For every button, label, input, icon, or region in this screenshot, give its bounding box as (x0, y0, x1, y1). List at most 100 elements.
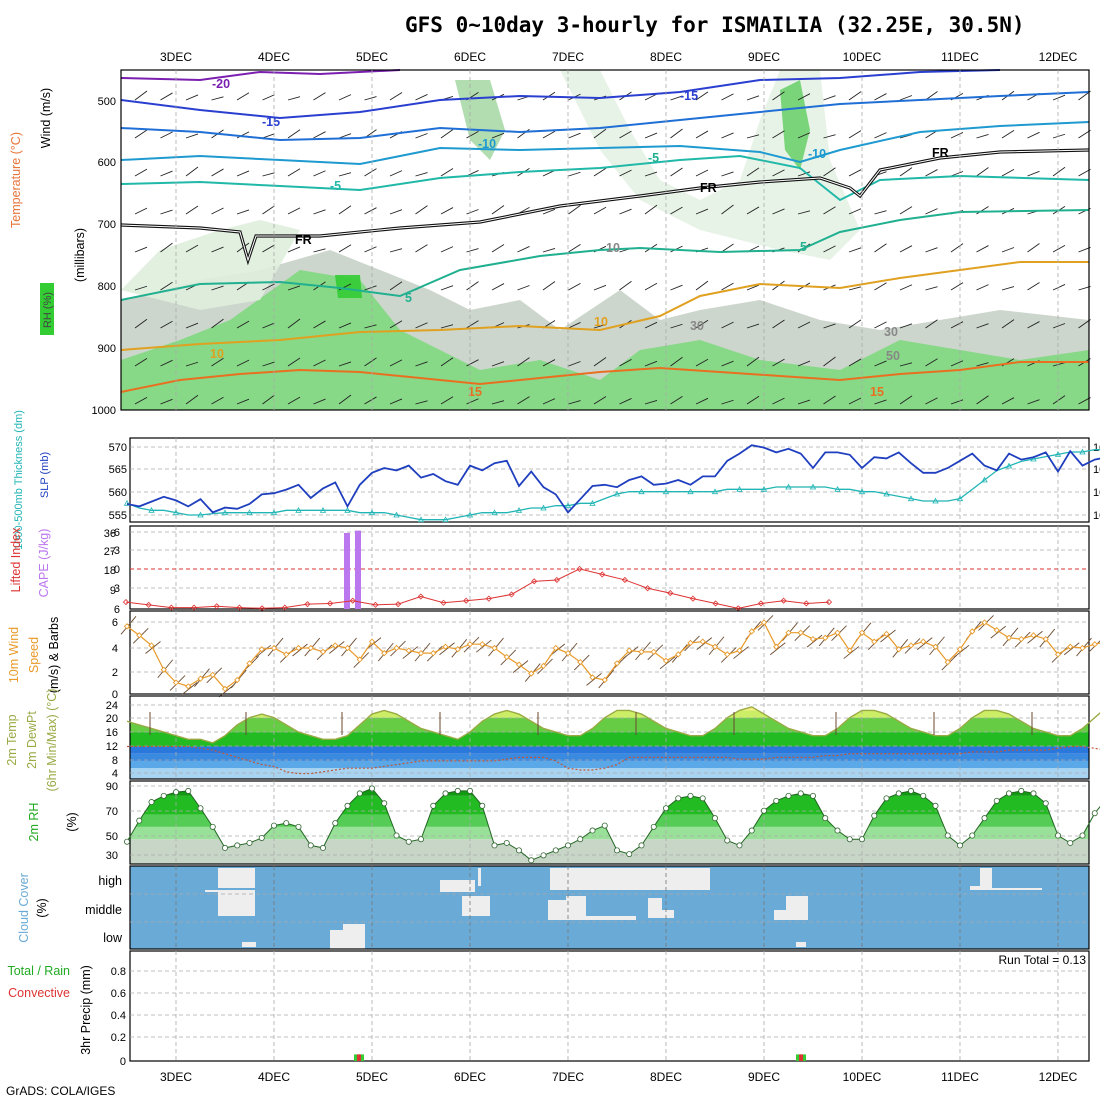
wind-barb (491, 400, 505, 405)
wind-barb (415, 400, 428, 405)
thickness-point (540, 504, 547, 511)
li-point (168, 604, 175, 611)
pressure-tick: 800 (98, 281, 116, 293)
cape-axis-label: CAPE (J/kg) (37, 529, 51, 598)
wind-barb (466, 248, 479, 253)
wind-barb (823, 356, 836, 367)
cloud-block (796, 942, 806, 947)
wind-barb (389, 281, 403, 291)
rh2m-point (209, 823, 216, 830)
wind-barb (389, 209, 403, 215)
wind10-point (479, 641, 486, 648)
rh2m-point (699, 795, 706, 802)
temp2m-frame (129, 695, 1090, 780)
wind-barb (313, 131, 326, 139)
rh2m-point (981, 815, 988, 822)
wind10-point (319, 648, 327, 655)
rh2m-point (466, 787, 473, 794)
temp-band (130, 753, 1089, 761)
wind10-point (552, 644, 559, 652)
cloud-block (970, 886, 980, 890)
wind-barb (619, 398, 632, 405)
cloud-block (478, 868, 481, 886)
li-point (485, 595, 492, 602)
thickness-point (368, 509, 376, 516)
wind10-point (956, 646, 964, 653)
wind10-point (675, 651, 682, 658)
contour-label: -15 (680, 89, 698, 103)
wind-barb (185, 361, 199, 367)
li-axis-label: Lifted Index (9, 527, 23, 592)
wind10-axis-label-2: Speed (27, 637, 41, 673)
wind-barb (415, 172, 428, 177)
wind-barb (236, 359, 250, 367)
wind10-point (871, 638, 878, 645)
wind-barb (899, 395, 913, 405)
cloud-block (786, 896, 808, 920)
wind-barb (415, 244, 428, 253)
rh2m-point (368, 785, 375, 792)
wind-barb (134, 168, 148, 177)
thickness-point (638, 488, 645, 495)
slp-tick: 1018 (1093, 487, 1100, 499)
thickness-point (564, 502, 572, 509)
wind-barb (848, 397, 862, 405)
wind-barb (568, 283, 581, 291)
wind-barb (313, 359, 326, 367)
precip-frame (129, 950, 1090, 1062)
wind-barb (134, 318, 148, 329)
wind-barb (542, 247, 556, 253)
rh2m-point (344, 802, 351, 809)
wind-barb (950, 360, 964, 367)
wind-barb (287, 168, 301, 177)
wind10-point (356, 656, 363, 663)
thickness-point (491, 509, 498, 516)
wind-barb (925, 91, 938, 101)
wind-barb (134, 397, 148, 405)
wind-barb (313, 320, 326, 329)
rh2m-point (234, 842, 241, 849)
wind-barb (134, 129, 148, 139)
thickness-point (319, 507, 327, 513)
date-label-bottom: 3DEC (160, 1070, 192, 1084)
wind-barb (899, 245, 913, 253)
wind-barb (1052, 245, 1066, 253)
wind-barb (644, 132, 658, 139)
wind10-point (1091, 641, 1098, 648)
wind10-point (148, 642, 155, 649)
wind10-point (601, 676, 608, 684)
precip-convective-bar (799, 1054, 803, 1061)
wind-barb (236, 209, 250, 215)
wind10-barb (769, 642, 786, 656)
wind-barb (670, 95, 683, 101)
wind10-point (760, 619, 768, 626)
rh2m-point (148, 799, 155, 806)
wind-barb (364, 396, 377, 405)
wind-barb (1001, 397, 1015, 405)
wind-barb (695, 91, 709, 101)
cape-bar (344, 532, 350, 609)
wind-barb (211, 207, 224, 215)
wind-barb (1027, 321, 1040, 329)
wind-barb (262, 394, 275, 405)
thickness-line (126, 449, 1100, 521)
thickness-point (662, 488, 670, 495)
date-label-top: 12DEC (1039, 50, 1078, 64)
wind-barb (236, 398, 250, 405)
rh2m-point (895, 790, 902, 797)
wind-barb (976, 323, 989, 329)
wind-barb (517, 246, 530, 253)
wind-barb (160, 281, 173, 291)
wind-barb (262, 172, 275, 177)
contour-label: FR (932, 146, 949, 160)
rh2m-point (516, 847, 523, 854)
wind10-point (638, 648, 645, 655)
cloud-frame (129, 865, 1090, 950)
wind-barb (542, 359, 556, 367)
rh2m-point (810, 792, 817, 799)
wind-barb (389, 320, 403, 329)
li-tick: -3 (110, 545, 120, 557)
wind-barb (338, 205, 352, 215)
wind-barb (644, 204, 658, 215)
